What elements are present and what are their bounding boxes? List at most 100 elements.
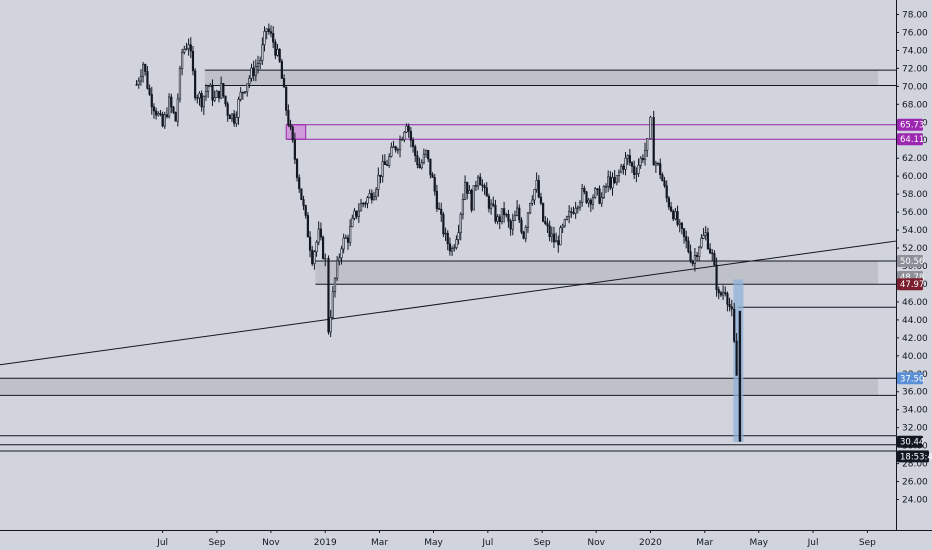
candle-body bbox=[263, 31, 266, 46]
candle-body bbox=[470, 190, 473, 211]
y-tick-label: 78.00 bbox=[902, 10, 928, 20]
candle-body bbox=[233, 113, 236, 124]
candle-body bbox=[185, 48, 188, 50]
candle-body bbox=[672, 210, 675, 220]
candle-body bbox=[267, 28, 270, 32]
y-tick-label: 26.00 bbox=[902, 478, 928, 488]
candle-body bbox=[304, 205, 307, 216]
y-tick-label: 28.00 bbox=[902, 460, 928, 470]
candle-body bbox=[622, 165, 625, 170]
candle-body bbox=[646, 138, 649, 151]
candle-body bbox=[576, 206, 579, 209]
candle-body bbox=[624, 157, 627, 170]
candle-body bbox=[139, 75, 143, 82]
x-tick-label: 2019 bbox=[314, 538, 337, 548]
candle-body bbox=[574, 208, 577, 214]
candle-body bbox=[200, 93, 203, 108]
candle-body bbox=[157, 113, 160, 116]
candle-body bbox=[191, 50, 195, 72]
y-tick-label: 40.00 bbox=[902, 352, 928, 362]
candle-body bbox=[150, 94, 153, 108]
candle-body bbox=[700, 237, 703, 248]
candle-body bbox=[336, 260, 339, 279]
candle-body bbox=[630, 162, 634, 167]
candle-body bbox=[526, 212, 530, 228]
candle-body bbox=[654, 162, 657, 166]
candle-body bbox=[196, 97, 199, 99]
candle-body bbox=[246, 83, 249, 93]
candle-body bbox=[730, 306, 733, 310]
candle-body bbox=[161, 114, 164, 127]
candle-body bbox=[440, 208, 443, 215]
candle-body bbox=[548, 225, 551, 237]
candle-body bbox=[418, 164, 421, 169]
candle-body bbox=[331, 291, 334, 318]
candle-body bbox=[587, 199, 590, 203]
candle-body bbox=[252, 67, 255, 76]
projection-box bbox=[733, 279, 744, 443]
candle-body bbox=[298, 177, 301, 190]
trendline bbox=[0, 240, 897, 366]
candle-body bbox=[364, 203, 367, 205]
candle-body bbox=[405, 125, 408, 133]
candle-body bbox=[507, 214, 510, 222]
candle-body bbox=[427, 150, 430, 160]
candle-body bbox=[311, 250, 314, 265]
candle-body bbox=[329, 316, 332, 333]
candle-body bbox=[678, 222, 681, 225]
candle-body bbox=[327, 257, 330, 333]
candle-body bbox=[704, 232, 707, 236]
candle-body bbox=[550, 233, 553, 237]
candle-body bbox=[170, 96, 173, 108]
candle-body bbox=[494, 205, 497, 222]
candle-body bbox=[379, 174, 382, 177]
zone-rect bbox=[0, 378, 879, 396]
candle-body bbox=[513, 215, 517, 221]
candle-body bbox=[626, 155, 629, 159]
x-tick-label: Mar bbox=[371, 538, 388, 548]
price-badge bbox=[897, 278, 923, 291]
candle-body bbox=[437, 208, 441, 210]
candle-body bbox=[256, 63, 260, 67]
candle-body bbox=[706, 232, 710, 250]
candle-body bbox=[265, 28, 268, 32]
candle-body bbox=[600, 197, 603, 204]
candle-body bbox=[215, 90, 218, 98]
candle-body bbox=[726, 293, 729, 305]
candle-body bbox=[669, 206, 673, 212]
candle-body bbox=[535, 179, 538, 190]
candle-body bbox=[680, 222, 683, 229]
candle-body bbox=[581, 188, 584, 203]
zone-rect bbox=[204, 70, 879, 86]
candle-body bbox=[411, 139, 415, 148]
candle-body bbox=[552, 233, 556, 243]
price-badge-label: 50.56 bbox=[900, 257, 924, 267]
candle-body bbox=[315, 241, 318, 253]
candle-body bbox=[641, 157, 644, 160]
candle-body bbox=[254, 66, 257, 76]
candle-body bbox=[392, 146, 395, 148]
x-tick-label: Sep bbox=[208, 538, 225, 548]
candle-body bbox=[433, 177, 436, 192]
candle-body bbox=[204, 91, 208, 97]
candle-body bbox=[372, 196, 376, 201]
y-tick-label: 32.00 bbox=[902, 424, 928, 434]
candle-body bbox=[276, 49, 279, 56]
candle-body bbox=[578, 202, 582, 208]
candle-body bbox=[687, 240, 690, 252]
candle-body bbox=[585, 191, 588, 203]
candle-body bbox=[442, 214, 445, 235]
y-tick-label: 72.00 bbox=[902, 64, 928, 74]
y-tick-label: 70.00 bbox=[902, 82, 928, 92]
y-tick-label: 62.00 bbox=[902, 154, 928, 164]
candle-body bbox=[598, 188, 601, 204]
candle-body bbox=[589, 199, 592, 205]
y-tick-label: 56.00 bbox=[902, 208, 928, 218]
candle-body bbox=[544, 221, 547, 224]
candle-body bbox=[435, 190, 438, 209]
candle-body bbox=[546, 223, 549, 227]
candle-body bbox=[652, 116, 655, 166]
candle-body bbox=[377, 174, 380, 190]
